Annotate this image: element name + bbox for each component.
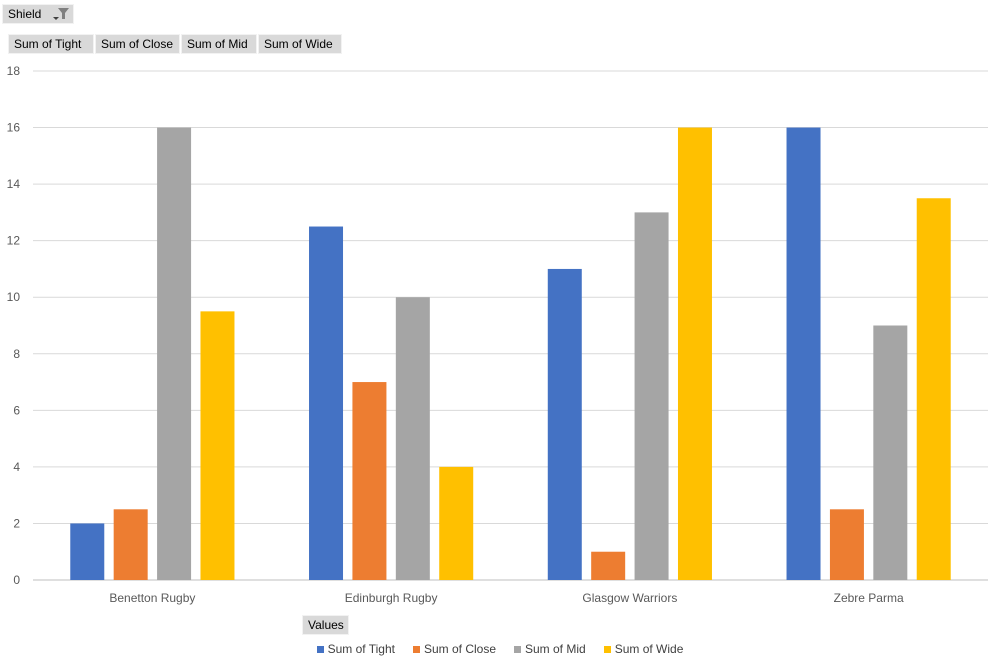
bar	[70, 523, 105, 580]
bar	[200, 311, 235, 580]
filter-dropdown-icon	[53, 8, 69, 20]
bar	[873, 325, 908, 580]
legend-label: Sum of Mid	[525, 642, 586, 656]
x-tick-label: Zebre Parma	[834, 591, 904, 605]
legend-swatch	[316, 645, 324, 653]
y-tick-label: 2	[13, 516, 20, 530]
legend-swatch	[603, 645, 611, 653]
y-tick-label: 18	[7, 64, 21, 78]
x-tick-label: Benetton Rugby	[109, 591, 195, 605]
shield-filter-button[interactable]: Shield	[2, 4, 74, 24]
value-field-button[interactable]: Sum of Close	[95, 34, 180, 54]
bar	[439, 466, 474, 580]
shield-filter-label: Shield	[8, 7, 42, 21]
value-field-buttons: Sum of Tight Sum of Close Sum of Mid Sum…	[8, 34, 343, 54]
y-tick-label: 0	[13, 573, 20, 587]
legend-swatch	[514, 645, 521, 653]
value-field-button[interactable]: Sum of Mid	[181, 34, 257, 54]
x-tick-label: Glasgow Warriors	[582, 591, 677, 605]
bar	[395, 297, 430, 580]
chart-legend: Sum of Tight Sum of Close Sum of Mid Sum of…	[0, 640, 1000, 658]
bar	[113, 509, 148, 580]
legend-item: Sum of Wide	[603, 642, 684, 656]
y-tick-label: 10	[7, 290, 21, 304]
y-tick-label: 14	[7, 177, 21, 191]
bar	[547, 268, 582, 580]
legend-item: Sum of Tight	[316, 642, 395, 656]
legend-label: Sum of Close	[423, 642, 496, 656]
bar	[829, 509, 864, 580]
y-tick-label: 6	[13, 403, 20, 417]
bar	[352, 382, 387, 580]
x-tick-label: Edinburgh Rugby	[345, 591, 438, 605]
values-axis-field-button[interactable]: Values	[302, 615, 349, 635]
legend-item: Sum of Close	[412, 642, 496, 656]
legend-item: Sum of Mid	[514, 642, 586, 656]
bar	[157, 127, 192, 581]
legend-label: Sum of Wide	[614, 642, 684, 656]
y-tick-label: 4	[13, 460, 20, 474]
bar	[916, 198, 951, 580]
bar	[786, 127, 821, 581]
bar	[591, 551, 626, 580]
y-tick-label: 16	[7, 121, 21, 135]
value-field-button[interactable]: Sum of Tight	[8, 34, 94, 54]
bar	[634, 212, 669, 580]
value-field-button[interactable]: Sum of Wide	[258, 34, 342, 54]
bar	[677, 127, 712, 581]
legend-swatch	[412, 645, 420, 653]
y-tick-label: 12	[7, 234, 21, 248]
y-tick-label: 8	[13, 347, 20, 361]
bar	[309, 226, 344, 580]
legend-label: Sum of Tight	[327, 642, 395, 656]
